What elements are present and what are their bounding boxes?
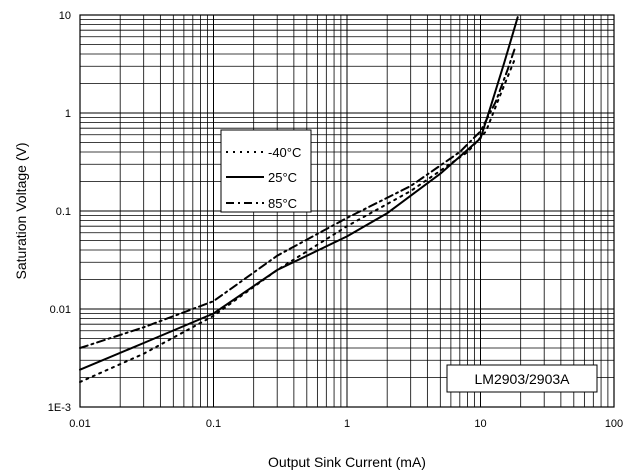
legend-box xyxy=(220,129,312,213)
y-tick-label: 0.1 xyxy=(56,206,71,218)
y-axis-title: Saturation Voltage (V) xyxy=(13,143,29,280)
plot-border xyxy=(79,14,615,408)
annotation-box xyxy=(446,364,598,393)
annotation-text: LM2903/2903A xyxy=(475,371,571,387)
y-tick-label: 10 xyxy=(59,10,71,22)
legend-label-25: 25°C xyxy=(268,170,297,185)
x-axis-title: Output Sink Current (mA) xyxy=(268,454,426,470)
x-tick-label: 0.1 xyxy=(206,418,221,430)
x-tick-label: 10 xyxy=(474,418,486,430)
series-line-0 xyxy=(79,58,516,383)
y-tick-label: 1 xyxy=(65,108,71,120)
legend: -40°C 25°C 85°C xyxy=(220,129,312,213)
legend-label-85: 85°C xyxy=(268,196,297,211)
y-tick-label: 1E-3 xyxy=(48,402,71,414)
x-tick-label: 0.01 xyxy=(69,418,90,430)
x-tick-label: 100 xyxy=(605,418,623,430)
x-tick-label: 1 xyxy=(344,418,350,430)
data-series xyxy=(79,16,519,383)
legend-label-minus40: -40°C xyxy=(268,145,301,160)
part-number-annotation: LM2903/2903A xyxy=(446,364,598,393)
series-line-1 xyxy=(79,16,519,371)
grid-lines xyxy=(79,15,614,408)
y-tick-labels: 1E-3 0.01 0.1 1 10 xyxy=(48,10,71,414)
x-tick-labels: 0.01 0.1 1 10 100 xyxy=(69,418,623,430)
series-line-2 xyxy=(79,48,516,349)
y-tick-label: 0.01 xyxy=(50,304,71,316)
